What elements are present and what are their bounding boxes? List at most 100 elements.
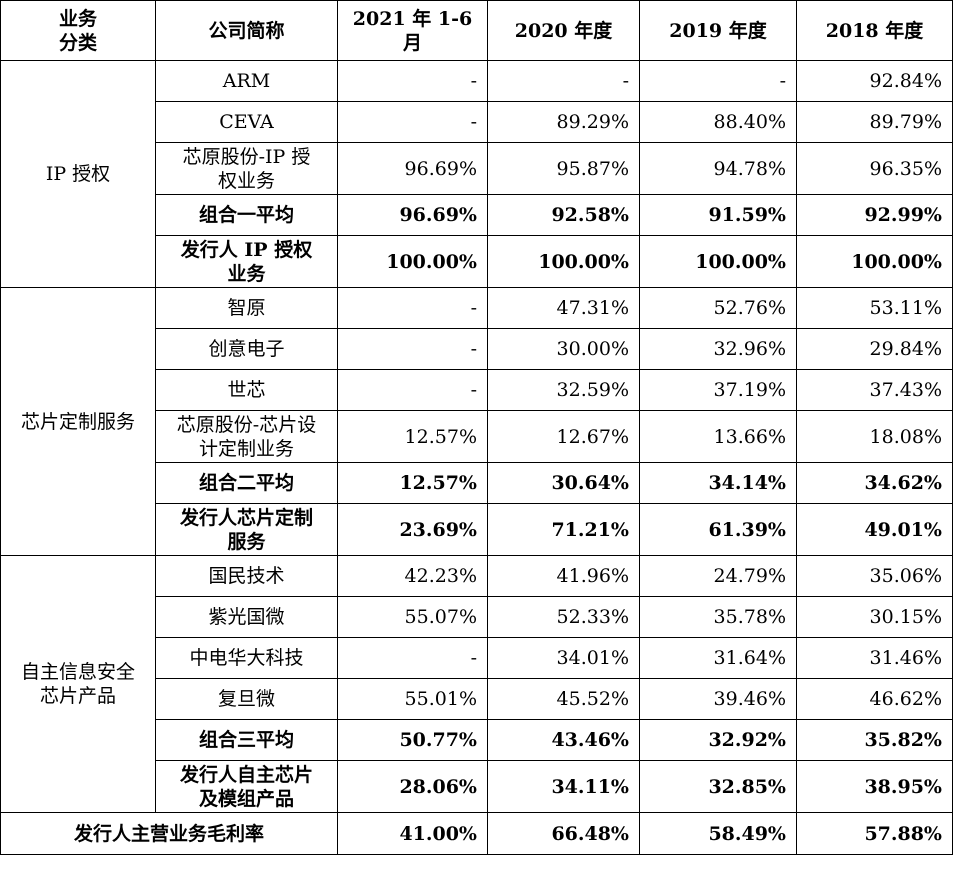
value-2020: 71.21% (487, 503, 640, 556)
value-2020: 92.58% (487, 194, 640, 236)
total-value-2018: 57.88% (796, 812, 953, 855)
header-category: 业务 分类 (0, 0, 156, 61)
value-2021h1: 42.23% (337, 555, 488, 597)
business-category-cell: 芯片定制服务 (0, 287, 156, 556)
total-label: 发行人主营业务毛利率 (0, 812, 338, 855)
value-2018: 38.95% (796, 760, 953, 813)
value-2019: 39.46% (639, 678, 797, 720)
value-2018: 29.84% (796, 328, 953, 370)
value-2018: 100.00% (796, 235, 953, 288)
company-name-cell: 组合二平均 (155, 462, 338, 504)
text-line: 发行人芯片定制 (179, 506, 313, 529)
company-name-cell: 芯原股份-IP 授权业务 (155, 142, 338, 195)
company-name-cell: 发行人芯片定制 服务 (155, 503, 338, 556)
value-2021h1: 55.01% (337, 678, 488, 720)
text-line: IP 授权 (45, 163, 111, 185)
value-2021h1: 23.69% (337, 503, 488, 556)
table-body: IP 授权 ARM - - -92.84% CEVA -89.29% 88.40% 89.79%… (0, 60, 953, 855)
text-line: 计定制业务 (198, 437, 294, 460)
header-2020: 2020 年度 (487, 0, 640, 61)
company-name-cell: 组合三平均 (155, 719, 338, 761)
table-row: 发行人自主芯片 及模组产品 28.06% 34.11% 32.85% 38.95% (1, 760, 953, 813)
value-2020: 89.29% (487, 101, 640, 143)
table-row: CEVA -89.29% 88.40% 89.79% (1, 101, 953, 143)
value-2021h1: 55.07% (337, 596, 488, 638)
value-2018: 53.11% (796, 287, 953, 329)
value-2019: 52.76% (639, 287, 797, 329)
value-2018: 18.08% (796, 410, 953, 463)
value-2019: 35.78% (639, 596, 797, 638)
table-row: 紫光国微 55.07% 52.33% 35.78% 30.15% (1, 596, 953, 638)
company-name-cell: 中电华大科技 (155, 637, 338, 679)
company-name-cell: 创意电子 (155, 328, 338, 370)
table-row: 芯原股份-IP 授权业务 96.69% 95.87% 94.78% 96.35% (1, 142, 953, 195)
table-row: IP 授权 ARM - - -92.84% (0, 60, 953, 288)
text-line: 组合二平均 (198, 472, 294, 494)
value-2021h1: - (337, 328, 488, 370)
value-2019: 34.14% (639, 462, 797, 504)
table-row: 发行人 IP 授权 业务 100.00% 100.00% 100.00% 100.00% (1, 235, 953, 288)
value-2020: - (487, 60, 640, 102)
table-row: 创意电子 -30.00% 32.96% 29.84% (1, 328, 953, 370)
header-2019: 2019 年度 (639, 0, 797, 61)
value-2019: 13.66% (639, 410, 797, 463)
value-2018: 92.99% (796, 194, 953, 236)
value-2019: 94.78% (639, 142, 797, 195)
text-line: 芯原股份-芯片设 (176, 413, 317, 436)
value-2021h1: 50.77% (337, 719, 488, 761)
value-2018: 35.82% (796, 719, 953, 761)
value-2019: 91.59% (639, 194, 797, 236)
text-line: 发行人 IP 授权 (180, 238, 313, 261)
company-name-cell: 组合一平均 (155, 194, 338, 236)
value-2021h1: - (337, 101, 488, 143)
value-2018: 31.46% (796, 637, 953, 679)
company-name-cell: 芯原股份-芯片设 计定制业务 (155, 410, 338, 463)
text-line: 自主信息安全 (20, 661, 135, 683)
value-2021h1: 28.06% (337, 760, 488, 813)
text-line: 权业务 (217, 169, 275, 192)
value-2018: 49.01% (796, 503, 953, 556)
company-name-cell: 发行人 IP 授权 业务 (155, 235, 338, 288)
value-2021h1: - (337, 369, 488, 411)
value-2021h1: 100.00% (337, 235, 488, 288)
company-name-cell: 发行人自主芯片 及模组产品 (155, 760, 338, 813)
value-2020: 45.52% (487, 678, 640, 720)
total-value-2019: 58.49% (639, 812, 797, 855)
value-2021h1: 96.69% (337, 142, 488, 195)
value-2020: 95.87% (487, 142, 640, 195)
value-2019: 24.79% (639, 555, 797, 597)
value-2020: 52.33% (487, 596, 640, 638)
text-line: CEVA (219, 111, 274, 133)
value-2020: 34.01% (487, 637, 640, 679)
text-line: 芯片定制服务 (20, 410, 135, 433)
business-category-cell: 自主信息安全 芯片产品 (0, 555, 156, 813)
company-name-cell: 国民技术 (155, 555, 338, 597)
table-row: 复旦微 55.01% 45.52% 39.46% 46.62% (1, 678, 953, 720)
value-2020: 30.64% (487, 462, 640, 504)
company-name-cell: 紫光国微 (155, 596, 338, 638)
value-2018: 35.06% (796, 555, 953, 597)
text-line: 组合一平均 (198, 204, 294, 226)
table-row: 芯原股份-芯片设 计定制业务 12.57% 12.67% 13.66% 18.08% (1, 410, 953, 463)
text-line: 复旦微 (217, 688, 275, 710)
value-2019: 32.96% (639, 328, 797, 370)
value-2021h1: 12.57% (337, 462, 488, 504)
text-line: 业务 (227, 262, 266, 285)
text-line: 芯片产品 (39, 685, 116, 707)
value-2018: 34.62% (796, 462, 953, 504)
value-2018: 46.62% (796, 678, 953, 720)
header-row: 业务 分类 公司简称 2021 年 1-6 月 2020 年度 2019 年度 20… (0, 0, 953, 61)
table-row: 芯片定制服务 智原 -47.31% 52.76% 53.11% (0, 287, 953, 556)
header-company: 公司简称 (155, 0, 338, 61)
total-row: 发行人主营业务毛利率 41.00% 66.48% 58.49% 57.88% (0, 812, 953, 855)
value-2018: 30.15% (796, 596, 953, 638)
value-2019: - (639, 60, 797, 102)
text-line: 紫光国微 (208, 606, 285, 628)
table-row: 组合三平均 50.77% 43.46% 32.92% 35.82% (1, 719, 953, 761)
value-2020: 100.00% (487, 235, 640, 288)
value-2021h1: 96.69% (337, 194, 488, 236)
value-2019: 100.00% (639, 235, 797, 288)
header-2021h1-line-1: 2021 年 1-6 (352, 7, 473, 30)
company-name-cell: 智原 (155, 287, 338, 329)
value-2018: 37.43% (796, 369, 953, 411)
